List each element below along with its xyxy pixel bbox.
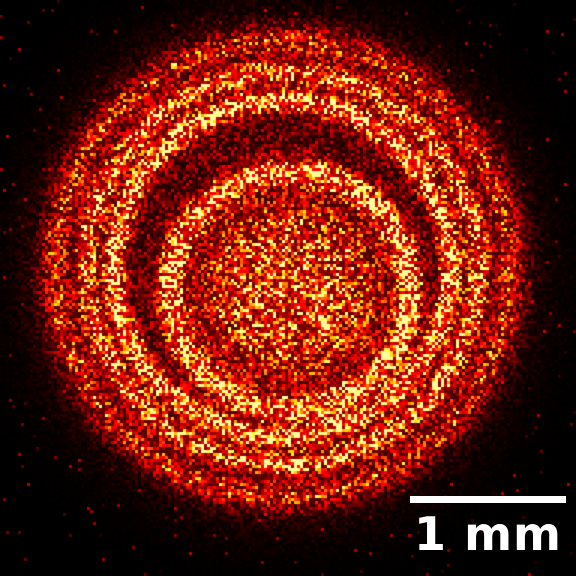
scale-bar [410,496,566,503]
scale-bar-label: 1 mm [414,507,562,561]
